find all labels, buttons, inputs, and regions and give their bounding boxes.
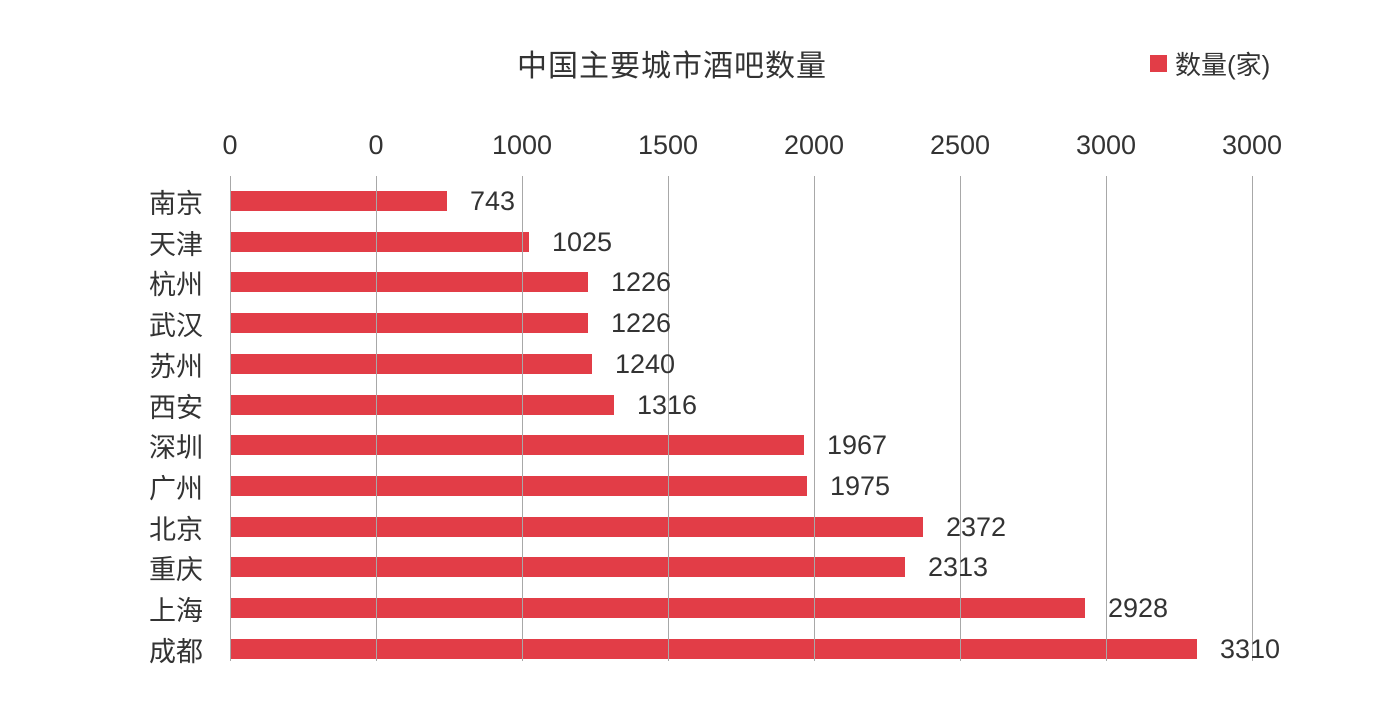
gridline (1252, 176, 1253, 661)
x-tick-label: 1500 (637, 130, 699, 160)
value-label: 743 (470, 185, 516, 216)
gridline (376, 176, 377, 661)
gridline (522, 176, 523, 661)
bar[interactable] (230, 639, 1197, 659)
bar[interactable] (230, 435, 804, 455)
value-label: 2313 (928, 551, 989, 582)
category-label: 西安 (149, 392, 203, 423)
legend[interactable]: 数量(家) (1150, 45, 1270, 82)
category-label: 广州 (149, 473, 203, 504)
value-label: 1975 (830, 470, 891, 501)
gridline (960, 176, 961, 661)
bar[interactable] (230, 272, 588, 292)
x-tick-label: 2000 (783, 130, 845, 160)
category-label: 天津 (149, 229, 203, 260)
value-label: 1226 (611, 307, 672, 338)
gridline (668, 176, 669, 661)
category-label: 苏州 (149, 351, 203, 382)
x-tick-label: 1000 (491, 130, 553, 160)
value-label: 2928 (1108, 592, 1169, 623)
category-label: 武汉 (149, 310, 203, 341)
category-label: 南京 (149, 188, 203, 219)
x-tick-label: 2500 (929, 130, 991, 160)
x-tick-label: 0 (368, 130, 384, 160)
category-label: 深圳 (149, 432, 203, 463)
bar[interactable] (230, 476, 807, 496)
bar[interactable] (230, 232, 529, 252)
value-label: 3310 (1220, 633, 1281, 664)
value-label: 1025 (552, 226, 613, 257)
x-tick-label: 3000 (1075, 130, 1137, 160)
x-tick-label: 3000 (1221, 130, 1283, 160)
bar[interactable] (230, 517, 923, 537)
bar[interactable] (230, 598, 1085, 618)
legend-swatch-icon (1150, 55, 1167, 72)
bar[interactable] (230, 191, 447, 211)
chart-title: 中国主要城市酒吧数量 (517, 50, 827, 83)
value-label: 1316 (637, 389, 698, 420)
bar[interactable] (230, 557, 905, 577)
value-label: 2372 (946, 511, 1007, 542)
gridline (814, 176, 815, 661)
category-label: 重庆 (149, 554, 203, 585)
bar[interactable] (230, 354, 592, 374)
bar[interactable] (230, 395, 614, 415)
value-label: 1240 (615, 348, 676, 379)
category-label: 成都 (149, 636, 203, 667)
gridline (1106, 176, 1107, 661)
legend-label: 数量(家) (1175, 50, 1271, 80)
bar[interactable] (230, 313, 588, 333)
x-tick-label: 0 (222, 130, 238, 160)
category-label: 北京 (149, 514, 203, 545)
category-label: 杭州 (149, 269, 203, 300)
value-label: 1967 (827, 429, 888, 460)
category-label: 上海 (149, 595, 203, 626)
value-label: 1226 (611, 266, 672, 297)
gridline (230, 176, 231, 661)
